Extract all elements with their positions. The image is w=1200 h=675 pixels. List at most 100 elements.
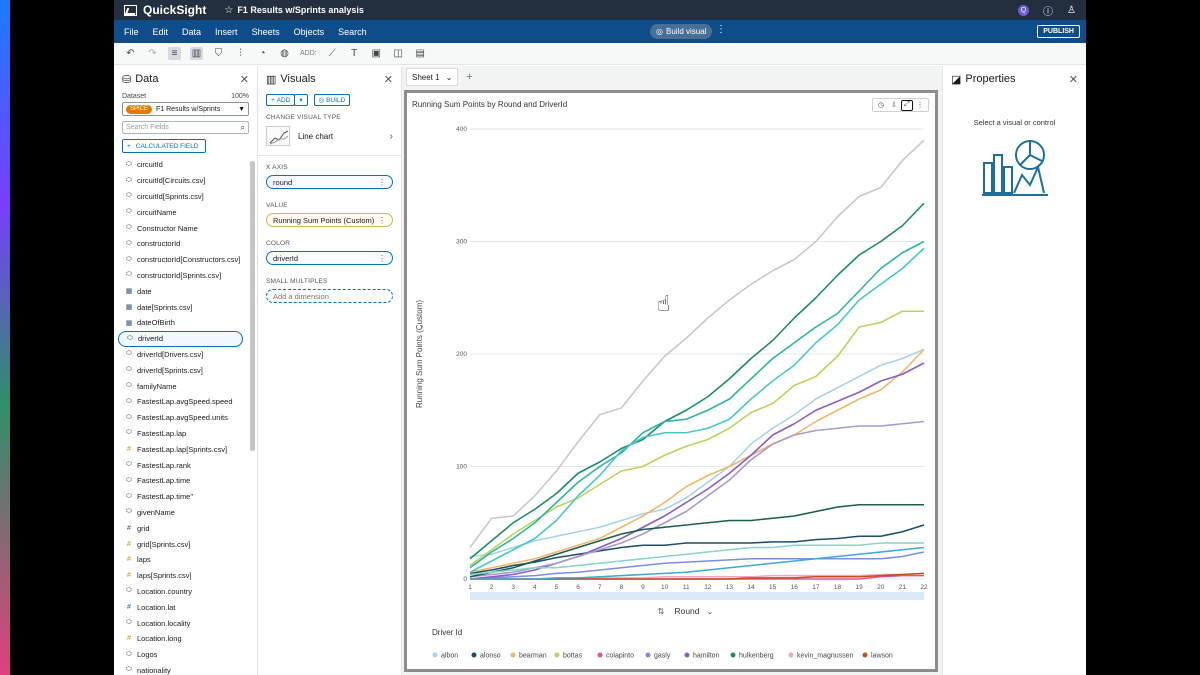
field-item[interactable]: ⬭ driverId[Sprints.csv] bbox=[114, 362, 257, 378]
redo-icon[interactable]: ↷ bbox=[148, 48, 157, 59]
legend-swatch bbox=[471, 652, 477, 658]
menu-data[interactable]: Data bbox=[182, 26, 202, 37]
chart-type-selector[interactable]: Line chart › bbox=[266, 125, 393, 147]
field-item[interactable]: ⬭ circuitId[Sprints.csv] bbox=[114, 189, 257, 205]
series-line-bottas bbox=[469, 310, 924, 567]
calculated-field-button[interactable]: + CALCULATED FIELD bbox=[122, 139, 206, 153]
field-item[interactable]: # Location.long bbox=[114, 631, 257, 647]
field-item[interactable]: ⬭ FastestLap.time" bbox=[114, 489, 257, 505]
field-item[interactable]: ⬭ driverId[Drivers.csv] bbox=[114, 347, 257, 363]
field-item[interactable]: ⬭ constructorId[Sprints.csv] bbox=[114, 268, 257, 284]
field-item[interactable]: ⬭ FastestLap.avgSpeed.units bbox=[114, 410, 257, 426]
legend-label: bottas bbox=[563, 653, 583, 660]
field-item[interactable]: ⬭ FastestLap.time bbox=[114, 473, 257, 489]
more-options-icon[interactable]: ⋮ bbox=[716, 24, 726, 35]
field-item[interactable]: ⬭ FastestLap.lap bbox=[114, 426, 257, 442]
field-label: Logos bbox=[137, 650, 158, 660]
visuals-icon[interactable]: ▥ bbox=[190, 47, 203, 60]
undo-icon[interactable]: ↶ bbox=[126, 48, 135, 59]
add-text-icon[interactable]: T bbox=[351, 48, 358, 59]
close-icon[interactable]: ✕ bbox=[383, 73, 393, 86]
dimension-icon: ⬭ bbox=[126, 271, 132, 279]
menu-insert[interactable]: Insert bbox=[215, 26, 238, 37]
build-button[interactable]: ◎ BUILD bbox=[313, 94, 351, 106]
field-item[interactable]: ⬭ Location.locality bbox=[114, 615, 257, 631]
field-menu-icon[interactable]: ⋮ bbox=[378, 215, 386, 225]
add-image-icon[interactable]: ▣ bbox=[371, 48, 381, 59]
field-item[interactable]: ▦ date bbox=[114, 283, 257, 299]
color-well[interactable]: driverId ⋮ bbox=[266, 251, 393, 265]
field-menu-icon[interactable]: ⋮ bbox=[378, 177, 386, 187]
field-label: FastestLap.lap bbox=[137, 428, 187, 438]
menu-file[interactable]: File bbox=[124, 26, 139, 37]
field-item[interactable]: # laps[Sprints.csv] bbox=[114, 568, 257, 584]
add-dropdown-icon[interactable]: ▾ bbox=[294, 94, 308, 106]
dataset-select[interactable]: SPICE F1 Results w/Sprints ▼ bbox=[122, 102, 249, 116]
more-options-icon[interactable]: ⋮ bbox=[916, 102, 924, 109]
close-icon[interactable]: ✕ bbox=[1068, 73, 1078, 86]
x-axis-title: Round bbox=[674, 606, 699, 616]
menu-sheets[interactable]: Sheets bbox=[251, 26, 280, 37]
field-item[interactable]: ⬭ familyName bbox=[114, 378, 257, 394]
field-item[interactable]: ⬭ circuitId[Circuits.csv] bbox=[114, 173, 257, 189]
x-axis-well[interactable]: round ⋮ bbox=[266, 175, 393, 189]
menu-edit[interactable]: Edit bbox=[152, 26, 169, 37]
field-item[interactable]: # Location.lat bbox=[114, 599, 257, 615]
parameters-icon[interactable]: ⫶ bbox=[239, 48, 242, 59]
add-control-icon[interactable]: ▤ bbox=[415, 48, 425, 59]
field-item[interactable]: ⬭ circuitId bbox=[114, 157, 257, 173]
insights-icon[interactable]: ◔ bbox=[259, 48, 266, 59]
menu-objects[interactable]: Objects bbox=[293, 26, 325, 37]
y-tick-label: 200 bbox=[456, 351, 467, 358]
field-item[interactable]: ▦ dateOfBirth bbox=[114, 315, 257, 331]
field-item[interactable]: ⬭ constructorId bbox=[114, 236, 257, 252]
user-account-icon[interactable]: ♙ bbox=[1067, 4, 1076, 16]
field-item[interactable]: ⬭ givenName bbox=[114, 505, 257, 521]
line-chart-visual[interactable]: 0 100 200 300 400 1 2 3 4 5 6 7 8 9 10 11 12 13 14 15 16 17 18… bbox=[404, 90, 938, 672]
build-visual-button[interactable]: ◎ Build visual bbox=[650, 24, 713, 39]
add-visual-icon[interactable]: ⟋ bbox=[328, 48, 336, 59]
search-fields-input[interactable]: Search Fields ⌕ bbox=[122, 121, 249, 134]
field-item[interactable]: ⬭ nationality bbox=[114, 663, 257, 675]
field-item[interactable]: ⬭ FastestLap.avgSpeed.speed bbox=[114, 394, 257, 410]
close-icon[interactable]: ✕ bbox=[239, 73, 249, 86]
q-assistant-icon[interactable]: Q bbox=[1018, 4, 1030, 16]
x-tick-label: 15 bbox=[769, 584, 777, 591]
help-icon[interactable]: ⓘ bbox=[1043, 6, 1054, 18]
dimension-icon: ⬭ bbox=[126, 160, 132, 168]
focus-icon[interactable]: ◷ bbox=[877, 102, 885, 109]
field-item[interactable]: ⬭ constructorId[Constructors.csv] bbox=[114, 252, 257, 268]
add-sheet-icon[interactable]: + bbox=[466, 71, 473, 83]
scrollbar[interactable] bbox=[250, 161, 255, 451]
bar-chart-icon: ▥ bbox=[266, 73, 277, 86]
field-item[interactable]: ⬭ driverId bbox=[118, 330, 243, 347]
field-item[interactable]: ⬭ Constructor Name bbox=[114, 220, 257, 236]
field-item[interactable]: # grid bbox=[114, 520, 257, 536]
field-item[interactable]: # FastestLap.lap[Sprints.csv] bbox=[114, 441, 257, 457]
field-item[interactable]: ▦ date[Sprints.csv] bbox=[114, 299, 257, 315]
add-insight-icon[interactable]: ◫ bbox=[393, 48, 403, 59]
field-item[interactable]: ⬭ Location.country bbox=[114, 584, 257, 600]
add-visual-button[interactable]: + ADD bbox=[266, 94, 296, 106]
x-tick-label: 3 bbox=[511, 584, 515, 591]
filter-icon[interactable]: ⛉ bbox=[214, 48, 223, 59]
themes-icon[interactable]: ◍ bbox=[280, 48, 289, 59]
export-icon[interactable]: ⇩ bbox=[891, 102, 897, 109]
visuals-panel-header: ▥ Visuals ✕ bbox=[258, 66, 401, 92]
small-multiples-well[interactable]: Add a dimension bbox=[266, 289, 393, 303]
tab-sheet-1[interactable]: Sheet 1 ⌄ bbox=[406, 68, 459, 86]
calendar-icon: ▦ bbox=[125, 288, 133, 296]
expand-icon[interactable]: ⤢ bbox=[901, 99, 913, 111]
y-tick-label: 400 bbox=[456, 126, 467, 133]
field-item[interactable]: ⬭ Logos bbox=[114, 647, 257, 663]
field-menu-icon[interactable]: ⋮ bbox=[378, 253, 386, 263]
menu-search[interactable]: Search bbox=[338, 26, 367, 37]
field-item[interactable]: ⬭ FastestLap.rank bbox=[114, 457, 257, 473]
dataset-icon[interactable]: ≡ bbox=[168, 47, 181, 60]
field-item[interactable]: # grid[Sprints.csv] bbox=[114, 536, 257, 552]
publish-button[interactable]: PUBLISH bbox=[1037, 25, 1080, 38]
field-item[interactable]: # laps bbox=[114, 552, 257, 568]
favorite-star-icon[interactable]: ☆ bbox=[224, 4, 234, 16]
field-item[interactable]: ⬭ circuitName bbox=[114, 204, 257, 220]
value-well[interactable]: Running Sum Points (Custom) ⋮ bbox=[266, 213, 393, 227]
